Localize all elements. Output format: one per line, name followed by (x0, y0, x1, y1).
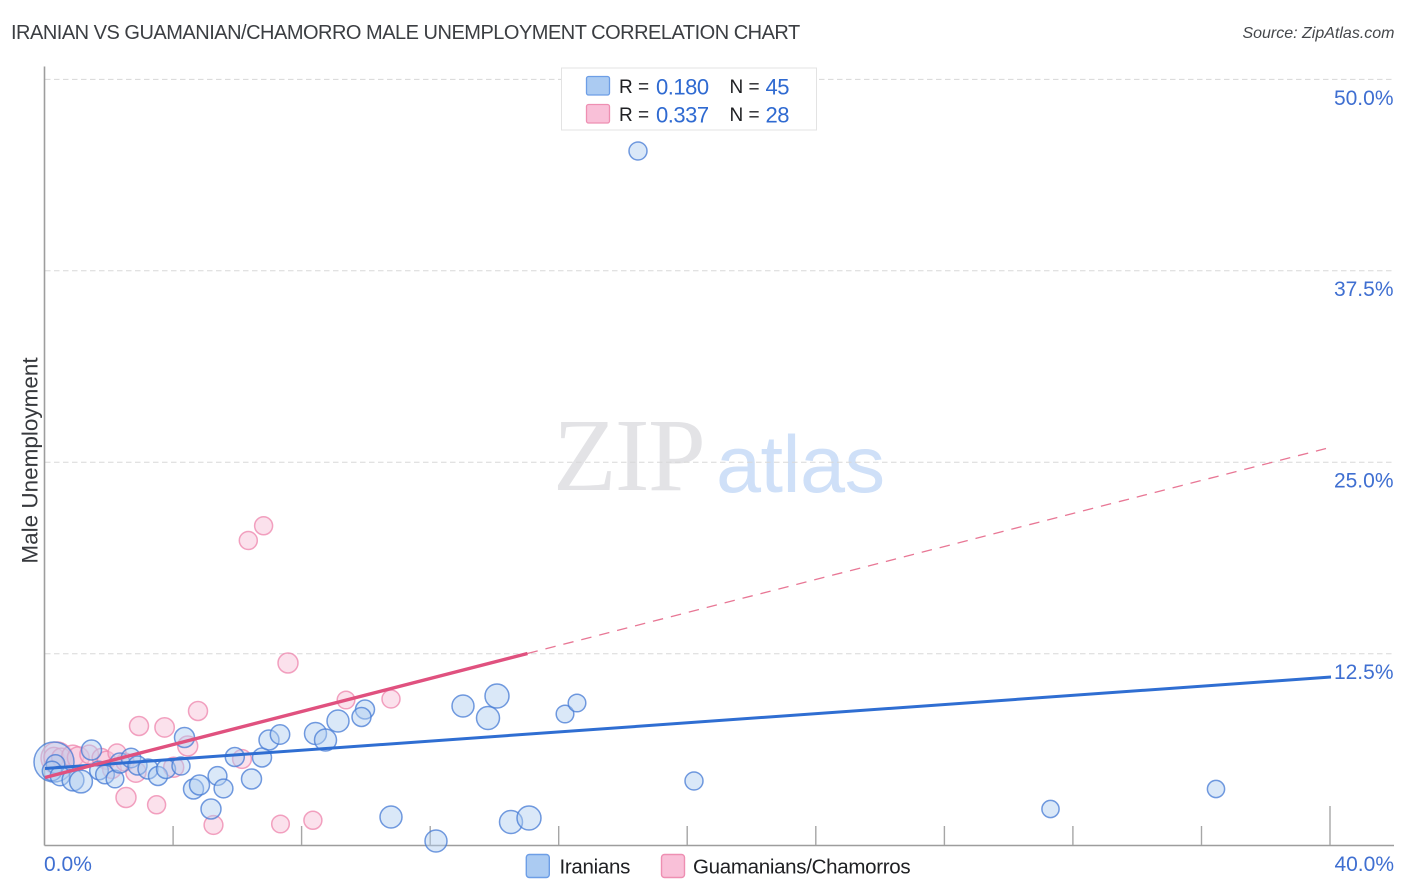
svg-text:0.180: 0.180 (656, 75, 709, 100)
svg-text:Source: ZipAtlas.com: Source: ZipAtlas.com (1242, 25, 1394, 42)
svg-text:37.5%: 37.5% (1334, 278, 1394, 301)
svg-text:50.0%: 50.0% (1334, 87, 1394, 110)
svg-text:25.0%: 25.0% (1334, 470, 1394, 493)
svg-text:Iranians: Iranians (560, 855, 631, 878)
svg-text:0.0%: 0.0% (44, 853, 92, 876)
svg-text:Guamanians/Chamorros: Guamanians/Chamorros (693, 855, 910, 878)
svg-text:45: 45 (766, 75, 790, 100)
svg-text:40.0%: 40.0% (1334, 853, 1394, 876)
svg-text:ZIP: ZIP (553, 398, 704, 513)
svg-text:Male Unemployment: Male Unemployment (18, 357, 43, 564)
svg-text:IRANIAN VS GUAMANIAN/CHAMORRO: IRANIAN VS GUAMANIAN/CHAMORRO MALE UNEMP… (11, 22, 800, 44)
svg-text:12.5%: 12.5% (1334, 661, 1394, 684)
svg-text:N =: N = (730, 105, 760, 126)
svg-text:N =: N = (730, 77, 760, 98)
svg-text:0.337: 0.337 (656, 103, 709, 128)
svg-text:atlas: atlas (716, 420, 885, 510)
svg-text:28: 28 (766, 103, 790, 128)
svg-text:R =: R = (619, 105, 649, 126)
svg-text:R =: R = (619, 77, 649, 98)
